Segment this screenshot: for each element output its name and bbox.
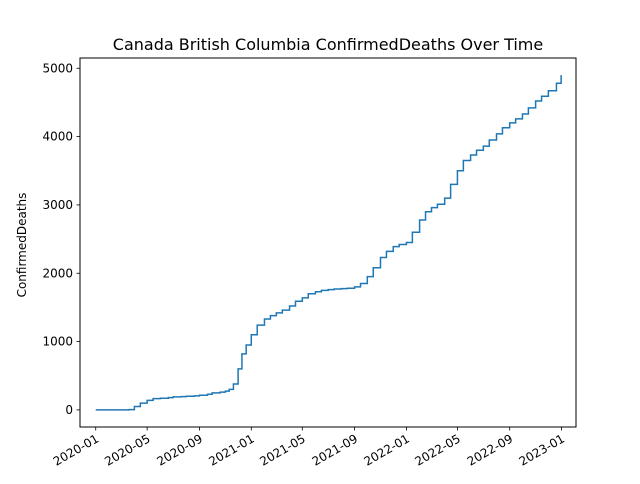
y-tick-label: 5000	[42, 61, 73, 75]
series-line-0	[95, 75, 562, 411]
y-tick-label: 4000	[42, 130, 73, 144]
plot-area	[95, 75, 562, 411]
y-axis-label: ConfirmedDeaths	[15, 193, 29, 298]
y-tick-label: 1000	[42, 335, 73, 349]
axes-frame	[79, 57, 577, 428]
chart-title: Canada British Columbia ConfirmedDeaths …	[113, 35, 543, 54]
y-tick-label: 0	[65, 403, 73, 417]
y-tick-label: 3000	[42, 198, 73, 212]
y-tick-label: 2000	[42, 266, 73, 280]
